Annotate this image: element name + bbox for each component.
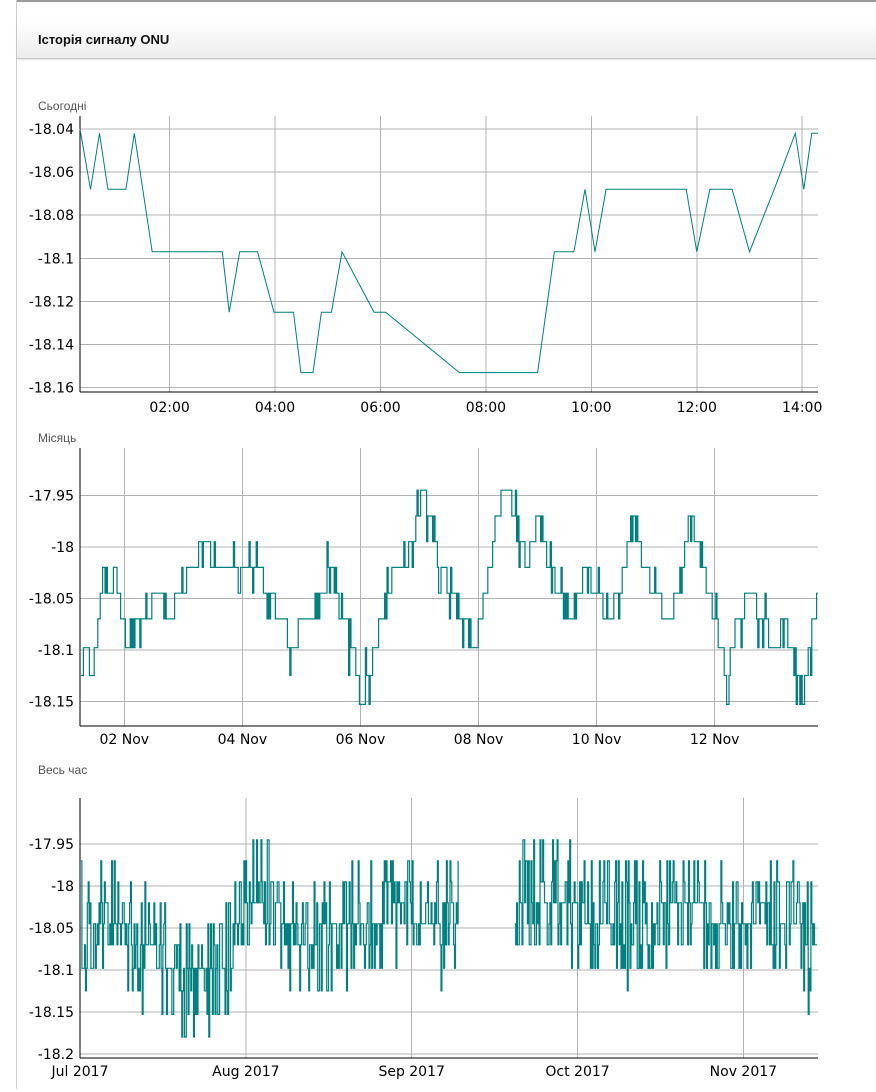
x-tick-label: 10:00 (571, 400, 611, 416)
y-tick-label: -18.04 (29, 122, 74, 138)
y-tick-label: -18.12 (29, 294, 74, 310)
series-line (81, 489, 818, 705)
x-tick-label: Nov 2017 (710, 1064, 777, 1080)
y-tick-label: -18.1 (38, 643, 74, 659)
x-tick-label: 04:00 (255, 400, 295, 416)
y-tick-label: -18.15 (29, 694, 74, 710)
y-tick-label: -18.08 (29, 208, 74, 224)
y-tick-label: -18.1 (38, 251, 74, 267)
y-tick-label: -17.95 (29, 837, 74, 853)
y-tick-label: -18 (51, 540, 74, 556)
x-tick-label: Aug 2017 (212, 1064, 279, 1080)
chart-label-today: Сьогодні (38, 99, 87, 113)
x-tick-label: 12 Nov (690, 732, 740, 748)
y-tick-label: -18.05 (29, 921, 74, 937)
series-line (81, 839, 818, 1038)
y-tick-label: -18.1 (38, 963, 74, 979)
y-tick-label: -18.15 (29, 1005, 74, 1021)
y-tick-label: -18.16 (29, 381, 74, 397)
x-tick-label: 04 Nov (218, 732, 268, 748)
chart-today: -18.04 -18.06 -18.08 -18.1 -18.12 -18.14 -18.1… (29, 116, 822, 416)
x-tick-label: Sep 2017 (378, 1064, 444, 1080)
y-tick-label: -18.14 (29, 338, 74, 354)
x-tick-label: 06 Nov (336, 732, 386, 748)
panel-top-border (17, 0, 876, 2)
x-tick-label: Oct 2017 (545, 1064, 609, 1080)
x-tick-label: 12:00 (677, 400, 717, 416)
chart-month: -17.95 -18 -18.05 -18.1 -18.15 02 Nov 04 Nov 06… (29, 448, 818, 748)
panel-header: Історія сигналу ONU (17, 20, 876, 59)
y-tick-label: -18.05 (29, 591, 74, 607)
y-tick-label: -18.06 (29, 165, 74, 181)
panel-title: Історія сигналу ONU (38, 32, 170, 47)
x-tick-label: 08 Nov (454, 732, 504, 748)
x-tick-label: 02 Nov (99, 732, 149, 748)
x-tick-label: 08:00 (466, 400, 506, 416)
x-tick-label: 10 Nov (572, 732, 622, 748)
y-tick-label: -18.2 (38, 1047, 74, 1063)
signal-history-panel: Історія сигналу ONU Сьогодні -18.04 -18.0… (16, 0, 876, 1089)
x-tick-label: 02:00 (149, 400, 189, 416)
x-tick-label: 06:00 (360, 400, 400, 416)
chart-label-month: Місяць (38, 431, 77, 445)
y-tick-label: -17.95 (29, 488, 74, 504)
y-tick-label: -18 (51, 879, 74, 895)
x-tick-label: Jul 2017 (51, 1064, 109, 1080)
chart-label-all-time: Весь час (38, 763, 88, 777)
x-tick-label: 14:00 (782, 400, 822, 416)
series-line (79, 128, 818, 374)
